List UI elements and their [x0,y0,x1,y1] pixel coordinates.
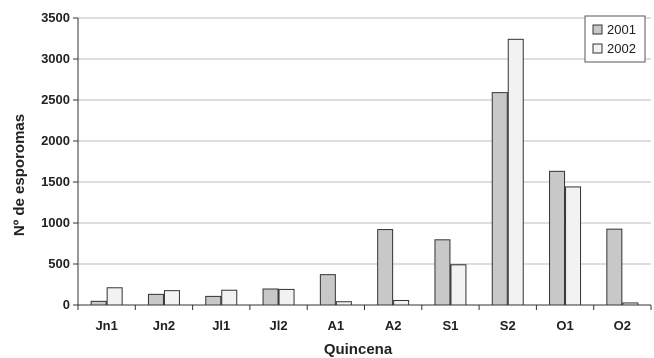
y-tick-label: 1000 [41,215,70,230]
x-tick-label: S2 [500,318,516,333]
bar-2002-Jl2 [278,288,295,306]
x-tick-label: Jn1 [95,318,117,333]
bar-2002-S2 [507,38,524,306]
bar-2002-Jn1 [106,287,123,306]
bar-2001-A2 [377,229,394,306]
y-tick-label: 3000 [41,51,70,66]
y-tick-label: 500 [48,256,70,271]
legend-box [584,15,646,63]
bar-2002-A2 [393,299,410,306]
bar-2001-S1 [434,239,451,306]
bar-2002-O1 [565,186,582,306]
x-tick-label: Jl2 [270,318,288,333]
bar-2002-Jl1 [221,289,238,306]
x-tick-label: Jn2 [153,318,175,333]
x-tick-label: O2 [614,318,631,333]
bar-2001-A1 [319,274,336,306]
y-axis-title: Nº de esporomas [11,114,28,236]
gridlines [78,17,651,265]
legend-label-2001: 2001 [607,22,636,37]
x-axis-title: Quincena [324,341,393,358]
y-tick-label: 0 [63,297,70,312]
bar-2001-O1 [549,170,566,306]
bars [90,38,639,306]
bar-2001-S2 [491,92,508,306]
bar-2001-Jl1 [205,295,222,306]
legend: 2001 2002 [584,15,646,63]
bar-2001-Jn2 [147,293,164,306]
bar-2001-Jl2 [262,288,279,306]
legend-swatch-2001 [592,24,603,35]
bar-2002-S1 [450,264,467,306]
y-tick-label: 3500 [41,10,70,25]
bar-2002-Jn2 [163,290,180,306]
x-tick-label: A1 [328,318,345,333]
bar-2001-Jn1 [90,300,107,306]
x-axis: Jn1 Jn2 Jl1 Jl2 A1 A2 S1 S2 O1 O2 [77,304,652,333]
x-tick-label: Jl1 [212,318,230,333]
x-tick-label: A2 [385,318,402,333]
legend-label-2002: 2002 [607,41,636,56]
y-tick-label: 2500 [41,92,70,107]
y-axis: 0 500 1000 1500 2000 2500 3000 3500 [41,10,79,312]
y-tick-label: 2000 [41,133,70,148]
legend-swatch-2002 [592,43,603,54]
y-tick-label: 1500 [41,174,70,189]
bar-2001-O2 [606,228,623,306]
x-tick-label: O1 [556,318,573,333]
x-tick-label: S1 [442,318,458,333]
